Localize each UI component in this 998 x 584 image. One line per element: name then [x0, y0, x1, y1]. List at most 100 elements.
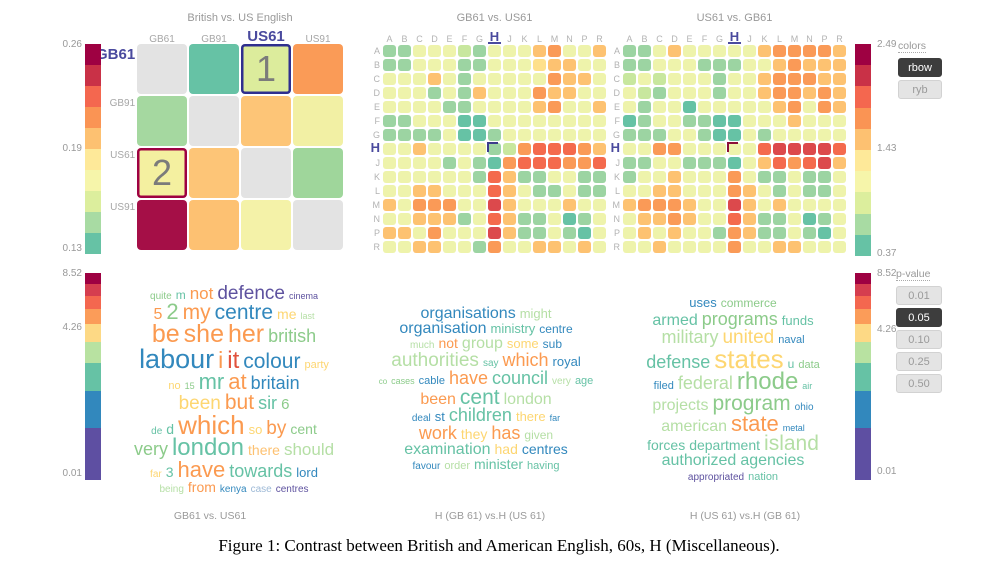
heatmap-cell[interactable]	[758, 157, 771, 169]
heatmap-cell[interactable]	[833, 115, 846, 127]
cloud-word[interactable]: sub	[542, 336, 562, 351]
cloud-word[interactable]: there	[248, 442, 280, 459]
heatmap-cell[interactable]	[428, 199, 441, 211]
heatmap-cell[interactable]	[488, 87, 501, 99]
heatmap-cell[interactable]	[653, 115, 666, 127]
cloud-word[interactable]: appropriated	[687, 472, 745, 484]
col-label-J[interactable]: J	[747, 34, 752, 44]
heatmap-cell[interactable]	[638, 129, 651, 141]
cloud-word[interactable]: agencies	[740, 452, 805, 470]
cloud-word[interactable]: me	[277, 306, 297, 323]
heatmap-cell[interactable]	[713, 101, 726, 113]
heatmap-cell[interactable]	[503, 199, 516, 211]
heatmap-cell[interactable]	[563, 213, 576, 225]
cloud-word[interactable]: organisation	[399, 320, 487, 337]
heatmap-cell[interactable]	[518, 101, 531, 113]
cloud-word[interactable]: towards	[229, 460, 293, 481]
heatmap-cell[interactable]	[638, 73, 651, 85]
heatmap-cell[interactable]	[413, 185, 426, 197]
cloud-word[interactable]: but	[224, 390, 255, 414]
heatmap-cell[interactable]	[548, 101, 561, 113]
cloud-word[interactable]: projects	[652, 396, 709, 414]
heatmap-cell[interactable]	[638, 185, 651, 197]
row-label-B[interactable]: B	[613, 60, 620, 70]
heatmap-cell[interactable]	[638, 45, 651, 57]
cloud-word[interactable]: island	[764, 432, 819, 456]
heatmap-cell[interactable]	[653, 241, 666, 253]
cloud-word[interactable]: d	[166, 420, 175, 437]
col-label-D[interactable]: D	[431, 34, 438, 44]
cloud-word[interactable]: programs	[701, 308, 778, 329]
cloud-word[interactable]: commerce	[720, 295, 777, 310]
heatmap-cell[interactable]	[803, 73, 816, 85]
heatmap-cell[interactable]	[383, 143, 396, 155]
heatmap-cell[interactable]	[818, 59, 831, 71]
heatmap-cell[interactable]	[563, 227, 576, 239]
heatmap-cell[interactable]	[803, 227, 816, 239]
heatmap-cell[interactable]	[728, 171, 741, 183]
heatmap-cell[interactable]	[443, 241, 456, 253]
heatmap-cell[interactable]	[578, 101, 591, 113]
heatmap-cell[interactable]	[773, 73, 786, 85]
heatmap-cell[interactable]	[623, 59, 636, 71]
heatmap-cell[interactable]	[623, 45, 636, 57]
heatmap-cell[interactable]	[698, 59, 711, 71]
heatmap-cell[interactable]	[473, 73, 486, 85]
heatmap-cell[interactable]	[383, 227, 396, 239]
heatmap-cell[interactable]	[593, 227, 606, 239]
matrix-cell[interactable]	[137, 96, 187, 146]
heatmap-cell[interactable]	[623, 157, 636, 169]
heatmap-cell[interactable]	[488, 241, 501, 253]
col-label-M[interactable]: M	[790, 34, 799, 44]
heatmap-cell[interactable]	[533, 185, 546, 197]
heatmap-cell[interactable]	[743, 213, 756, 225]
cloud-word[interactable]: u	[787, 356, 795, 371]
heatmap-cell[interactable]	[638, 143, 651, 155]
heatmap-cell[interactable]	[833, 171, 846, 183]
cloud-word[interactable]: labour	[139, 343, 215, 374]
heatmap-cell[interactable]	[698, 45, 711, 57]
row-label-H[interactable]: H	[610, 140, 620, 155]
heatmap-cell[interactable]	[668, 115, 681, 127]
cloud-word[interactable]: very	[552, 375, 571, 387]
heatmap-cell[interactable]	[758, 87, 771, 99]
heatmap-cell[interactable]	[668, 87, 681, 99]
heatmap-cell[interactable]	[593, 59, 606, 71]
heatmap-cell[interactable]	[473, 241, 486, 253]
row-label-R[interactable]: R	[373, 242, 381, 252]
heatmap-cell[interactable]	[398, 213, 411, 225]
heatmap-cell[interactable]	[443, 101, 456, 113]
heatmap-cell[interactable]	[803, 129, 816, 141]
heatmap-cell[interactable]	[383, 73, 396, 85]
matrix-cell[interactable]	[241, 96, 291, 146]
heatmap-cell[interactable]	[533, 227, 546, 239]
heatmap-cell[interactable]	[398, 59, 411, 71]
row-label-J[interactable]: J	[375, 158, 381, 168]
cloud-word[interactable]: not	[189, 283, 214, 303]
cloud-word[interactable]: 5	[153, 306, 163, 324]
heatmap-cell[interactable]	[383, 45, 396, 57]
heatmap-cell[interactable]	[698, 115, 711, 127]
heatmap-cell[interactable]	[563, 171, 576, 183]
heatmap-cell[interactable]	[728, 227, 741, 239]
heatmap-cell[interactable]	[428, 115, 441, 127]
heatmap-cell[interactable]	[398, 73, 411, 85]
cloud-word[interactable]: her	[227, 320, 265, 349]
heatmap-cell[interactable]	[563, 241, 576, 253]
heatmap-cell[interactable]	[533, 213, 546, 225]
heatmap-cell[interactable]	[743, 227, 756, 239]
heatmap-cell[interactable]	[773, 143, 786, 155]
heatmap-cell[interactable]	[803, 213, 816, 225]
cloud-word[interactable]: has	[491, 423, 521, 444]
heatmap-cell[interactable]	[593, 129, 606, 141]
matrix-cell[interactable]	[189, 200, 239, 250]
heatmap-cell[interactable]	[443, 171, 456, 183]
heatmap-cell[interactable]	[713, 199, 726, 211]
heatmap-cell[interactable]	[428, 59, 441, 71]
cloud-word[interactable]: uses	[689, 294, 717, 310]
heatmap-cell[interactable]	[428, 157, 441, 169]
cloud-word[interactable]: mr	[198, 368, 225, 394]
heatmap-cell[interactable]	[638, 241, 651, 253]
heatmap-cell[interactable]	[698, 171, 711, 183]
heatmap-cell[interactable]	[653, 129, 666, 141]
